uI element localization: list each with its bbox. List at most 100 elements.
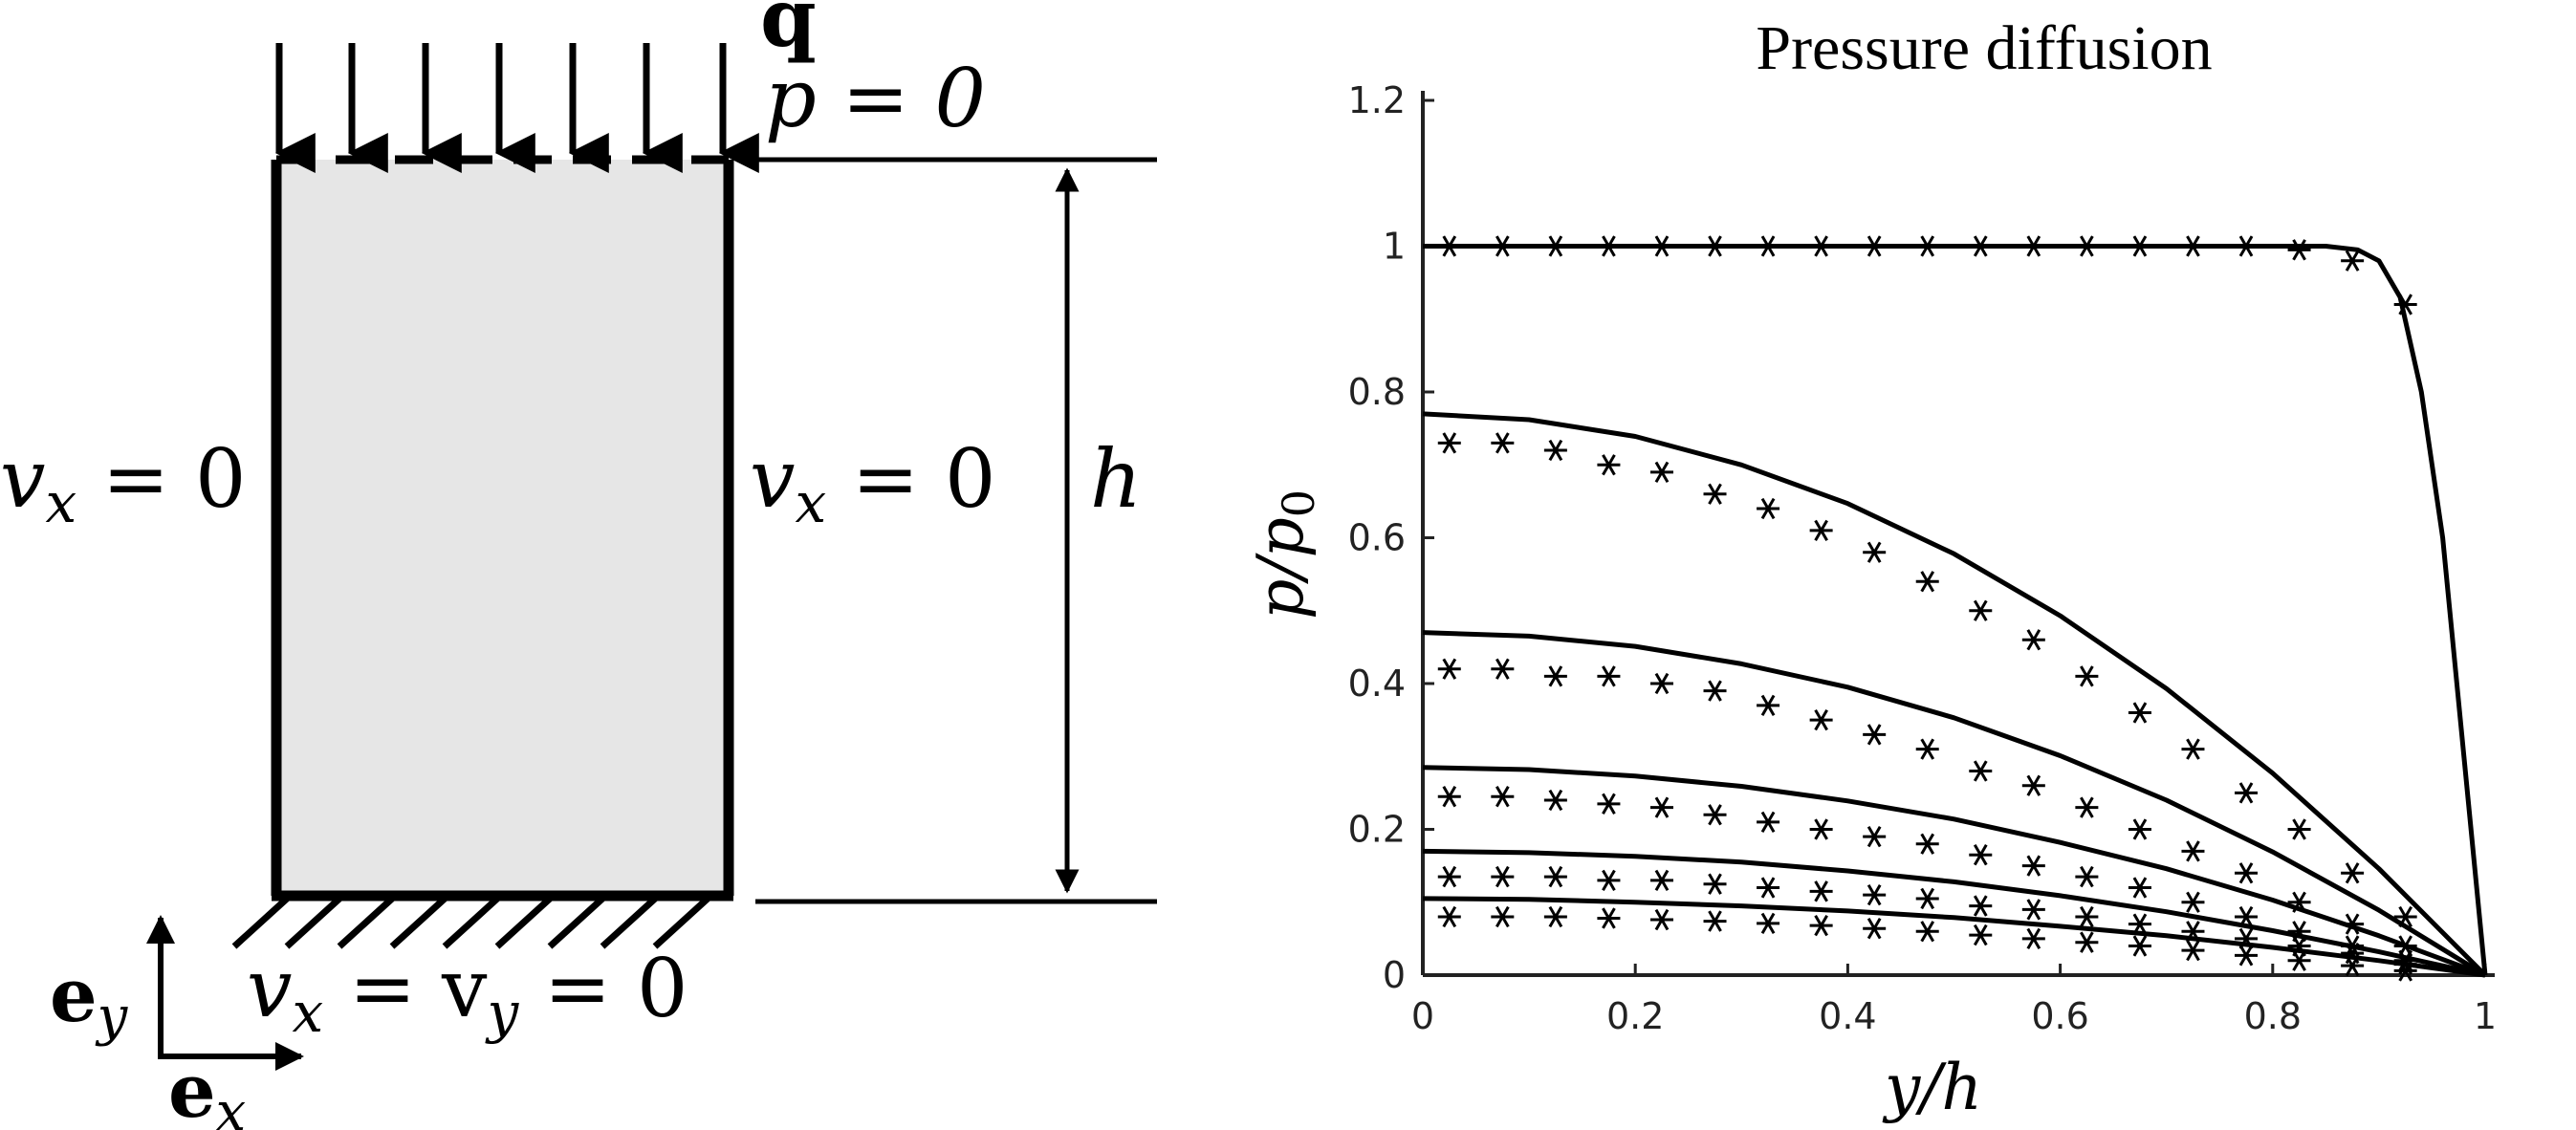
data-point-marker	[1491, 905, 1515, 928]
data-point-marker	[1703, 680, 1727, 702]
right-bc-label: vx = 0	[750, 432, 995, 535]
data-point-marker	[2021, 774, 2045, 796]
load-arrows	[274, 43, 759, 173]
series-line-2	[1422, 411, 2487, 977]
ex-label: ex	[168, 1048, 246, 1130]
data-point-marker	[1437, 905, 1461, 928]
data-point-marker	[2181, 235, 2205, 257]
data-point-marker	[2128, 877, 2151, 899]
data-point-marker	[1597, 235, 1621, 257]
y-tick-label: 0.4	[1348, 663, 1406, 705]
data-point-marker	[1809, 708, 1833, 731]
data-point-marker	[1915, 921, 1939, 943]
data-point-marker	[1969, 844, 1993, 866]
data-point-marker	[1649, 461, 1673, 484]
data-point-marker	[2341, 862, 2365, 884]
data-point-marker	[1809, 880, 1833, 902]
data-point-marker	[1649, 869, 1673, 892]
data-point-marker	[1915, 738, 1939, 760]
data-point-marker	[1649, 908, 1673, 931]
x-tick-label: 0.2	[1606, 995, 1664, 1037]
x-tick-label: 0.6	[2031, 995, 2088, 1037]
data-point-marker	[1703, 804, 1727, 826]
data-point-marker	[2287, 949, 2311, 971]
data-point-marker	[2021, 235, 2045, 257]
data-point-marker	[1757, 877, 1780, 899]
data-point-marker	[1491, 786, 1515, 808]
data-point-marker	[1915, 887, 1939, 910]
data-point-marker	[1863, 724, 1887, 746]
data-point-marker	[2393, 293, 2417, 315]
data-point-marker	[1809, 235, 1833, 257]
data-point-marker	[1703, 873, 1727, 895]
data-point-marker	[1491, 865, 1515, 888]
data-point-marker	[2341, 954, 2365, 977]
data-point-marker	[2181, 939, 2205, 962]
data-point-marker	[1703, 235, 1727, 257]
series-line-4	[1422, 630, 2487, 978]
x-tick-label: 0.4	[1819, 995, 1876, 1037]
data-point-marker	[1703, 483, 1727, 505]
height-label: h	[1090, 432, 1142, 526]
data-point-marker	[1543, 235, 1567, 257]
top-bc-label: p = 0	[765, 52, 986, 145]
data-point-marker	[1649, 796, 1673, 818]
series-line-10	[1422, 896, 2486, 978]
data-point-marker	[2075, 905, 2099, 928]
data-point-marker	[1597, 869, 1621, 892]
data-point-marker	[1969, 895, 1993, 917]
data-point-marker	[1809, 519, 1833, 542]
data-point-marker	[1809, 818, 1833, 840]
data-point-marker	[1969, 760, 1993, 782]
x-tick-label: 1	[2474, 995, 2497, 1037]
ey-label: ey	[50, 952, 129, 1048]
data-point-marker	[1543, 665, 1567, 687]
y-tick-label: 0.2	[1348, 809, 1406, 851]
series-line-0	[1423, 244, 2488, 976]
data-point-marker	[1543, 439, 1567, 462]
data-point-marker	[1543, 865, 1567, 888]
data-point-marker	[2181, 738, 2205, 760]
y-tick-label: 1	[1383, 226, 1406, 268]
x-axis-label: y/h	[1882, 1051, 1982, 1124]
data-point-marker	[1969, 924, 1993, 946]
data-point-marker	[1649, 235, 1673, 257]
data-point-marker	[2075, 235, 2099, 257]
data-point-marker	[2235, 862, 2259, 884]
data-point-marker	[2287, 239, 2311, 261]
data-point-marker	[1437, 432, 1461, 454]
data-point-marker	[2128, 935, 2151, 957]
data-point-marker	[1491, 658, 1515, 680]
data-point-marker	[2075, 796, 2099, 818]
data-point-marker	[1491, 235, 1515, 257]
data-point-marker	[1703, 910, 1727, 932]
y-axis-label: p/p0	[1244, 489, 1324, 619]
load-label: q	[760, 0, 817, 65]
data-point-marker	[2128, 818, 2151, 840]
data-point-marker	[1437, 658, 1461, 680]
data-point-marker	[1863, 541, 1887, 563]
data-point-marker	[1915, 235, 1939, 257]
x-tick-label: 0	[1411, 995, 1434, 1037]
data-point-marker	[1491, 432, 1515, 454]
chart: Pressure diffusion 0 0.2 0.4 0.6 0.8 1 1.2 0 0.2…	[1244, 13, 2497, 1124]
data-point-marker	[1809, 915, 1833, 937]
bottom-hatching	[231, 896, 710, 949]
x-tick-label: 0.8	[2244, 995, 2302, 1037]
data-point-marker	[2181, 840, 2205, 862]
data-point-marker	[1543, 905, 1567, 928]
data-point-marker	[2075, 931, 2099, 953]
data-point-marker	[1757, 811, 1780, 834]
series-line-8	[1422, 848, 2486, 978]
y-tick-label: 1.2	[1348, 79, 1406, 121]
data-point-marker	[2287, 818, 2311, 840]
data-point-marker	[1437, 786, 1461, 808]
y-tick-label: 0.6	[1348, 517, 1406, 559]
data-point-marker	[1543, 789, 1567, 812]
data-point-marker	[1597, 665, 1621, 687]
svg-text:p/p0: p/p0	[1244, 489, 1324, 619]
data-point-marker	[2128, 235, 2151, 257]
data-point-marker	[1437, 865, 1461, 888]
data-point-marker	[2181, 891, 2205, 913]
